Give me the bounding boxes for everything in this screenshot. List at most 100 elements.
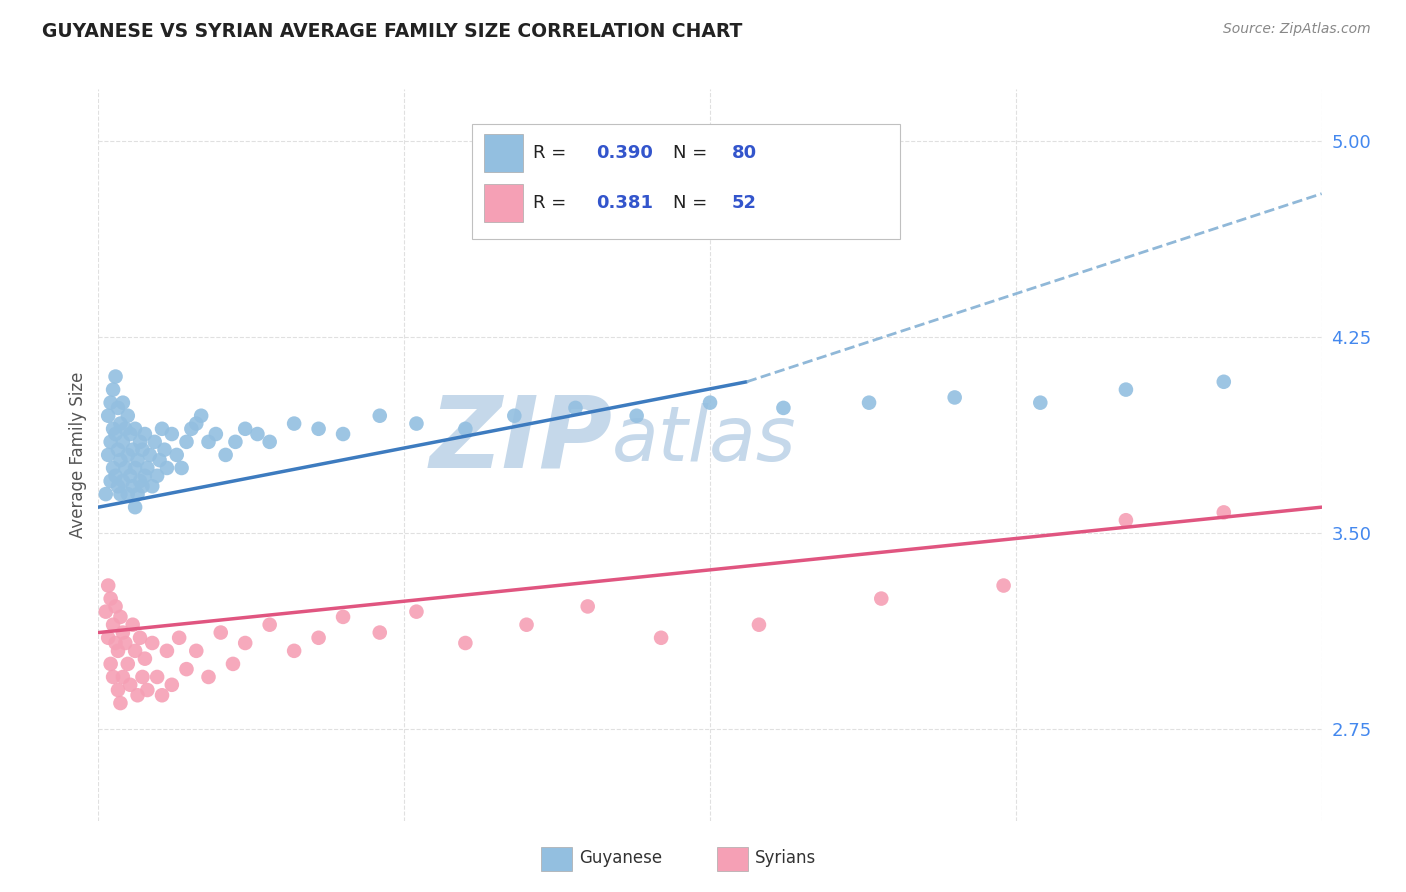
- Point: [405, 417, 427, 431]
- Point: [748, 617, 770, 632]
- Point: [120, 678, 142, 692]
- Point: [1115, 383, 1137, 397]
- Point: [94, 487, 117, 501]
- Point: [131, 442, 153, 457]
- Point: [943, 391, 966, 405]
- Point: [858, 395, 880, 409]
- Text: Source: ZipAtlas.com: Source: ZipAtlas.com: [1223, 22, 1371, 37]
- Text: Syrians: Syrians: [755, 849, 817, 867]
- Point: [156, 461, 179, 475]
- Point: [124, 500, 146, 515]
- Point: [104, 427, 127, 442]
- Point: [104, 468, 127, 483]
- Point: [146, 670, 169, 684]
- Point: [124, 461, 146, 475]
- Point: [332, 427, 354, 442]
- Point: [134, 427, 156, 442]
- Point: [150, 688, 173, 702]
- Text: 80: 80: [733, 144, 758, 162]
- Point: [136, 461, 159, 475]
- Point: [117, 409, 139, 423]
- Point: [564, 401, 586, 415]
- Point: [100, 434, 122, 449]
- Point: [104, 599, 127, 614]
- Point: [134, 468, 156, 483]
- Text: 0.381: 0.381: [596, 194, 654, 211]
- Point: [368, 409, 391, 423]
- Point: [209, 625, 232, 640]
- Point: [100, 657, 122, 671]
- Point: [97, 578, 120, 592]
- Point: [117, 487, 139, 501]
- Point: [107, 644, 129, 658]
- Point: [101, 670, 124, 684]
- Point: [368, 625, 391, 640]
- Point: [576, 599, 599, 614]
- Point: [107, 442, 129, 457]
- Point: [129, 474, 152, 488]
- Point: [205, 427, 228, 442]
- Point: [120, 468, 142, 483]
- Point: [166, 448, 188, 462]
- Point: [114, 636, 136, 650]
- Point: [167, 631, 190, 645]
- Text: N =: N =: [673, 194, 713, 211]
- Point: [121, 617, 143, 632]
- Point: [124, 422, 146, 436]
- Point: [993, 578, 1015, 592]
- Point: [111, 670, 134, 684]
- Point: [107, 683, 129, 698]
- Point: [160, 678, 183, 692]
- Point: [626, 409, 648, 423]
- Point: [214, 448, 236, 462]
- Point: [107, 479, 129, 493]
- Point: [131, 479, 153, 493]
- Point: [131, 670, 153, 684]
- Point: [515, 617, 537, 632]
- Text: R =: R =: [533, 194, 572, 211]
- Point: [100, 591, 122, 606]
- Point: [176, 434, 198, 449]
- Point: [149, 453, 172, 467]
- Point: [111, 434, 134, 449]
- Point: [153, 442, 176, 457]
- Point: [101, 422, 124, 436]
- Point: [110, 417, 132, 431]
- Point: [111, 395, 134, 409]
- Point: [233, 422, 256, 436]
- Point: [127, 487, 149, 501]
- Point: [1115, 513, 1137, 527]
- Point: [308, 422, 330, 436]
- Text: 0.390: 0.390: [596, 144, 654, 162]
- Point: [97, 409, 120, 423]
- Point: [104, 636, 127, 650]
- Point: [454, 422, 477, 436]
- Point: [650, 631, 672, 645]
- Point: [190, 409, 212, 423]
- Point: [124, 644, 146, 658]
- Point: [160, 427, 183, 442]
- Bar: [484, 184, 523, 221]
- Point: [146, 468, 169, 483]
- Point: [141, 636, 163, 650]
- Point: [143, 434, 166, 449]
- Point: [111, 625, 134, 640]
- Point: [110, 610, 132, 624]
- Point: [100, 395, 122, 409]
- Point: [139, 448, 162, 462]
- Point: [101, 383, 124, 397]
- Point: [121, 442, 143, 457]
- Point: [104, 369, 127, 384]
- Point: [259, 617, 281, 632]
- Point: [197, 434, 219, 449]
- Point: [129, 631, 152, 645]
- Point: [120, 427, 142, 442]
- Point: [259, 434, 281, 449]
- Point: [117, 657, 139, 671]
- Point: [405, 605, 427, 619]
- Point: [114, 461, 136, 475]
- Text: Guyanese: Guyanese: [579, 849, 662, 867]
- Point: [156, 644, 179, 658]
- Point: [176, 662, 198, 676]
- Point: [117, 448, 139, 462]
